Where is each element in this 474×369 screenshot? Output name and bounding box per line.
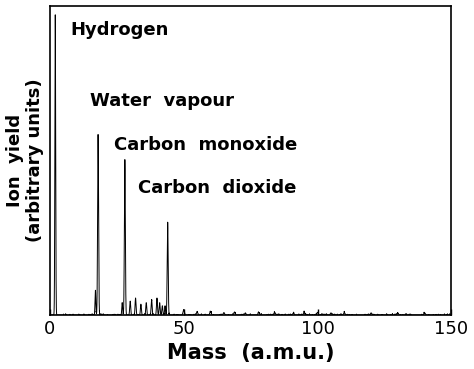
X-axis label: Mass  (a.m.u.): Mass (a.m.u.) [167,344,334,363]
Text: Carbon  dioxide: Carbon dioxide [138,179,297,197]
Text: Carbon  monoxide: Carbon monoxide [114,135,297,154]
Text: Water  vapour: Water vapour [90,92,234,110]
Y-axis label: Ion  yield
(arbitrary units): Ion yield (arbitrary units) [6,79,45,242]
Text: Hydrogen: Hydrogen [70,21,168,39]
